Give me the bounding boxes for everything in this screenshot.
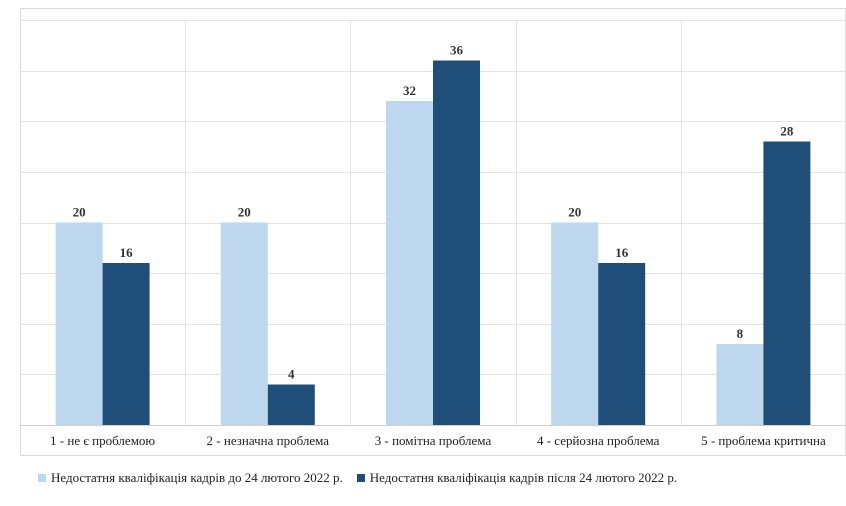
x-tick-label: 4 - серйозна проблема — [537, 433, 660, 448]
legend: Недостатня кваліфікація кадрів до 24 лют… — [38, 470, 691, 486]
legend-label-before: Недостатня кваліфікація кадрів до 24 лют… — [51, 470, 343, 485]
data-label: 16 — [120, 245, 134, 260]
legend-swatch-after — [356, 474, 365, 482]
bar-before — [386, 101, 433, 425]
legend-label-after: Недостатня кваліфікація кадрів після 24 … — [369, 470, 678, 485]
data-label: 20 — [568, 205, 581, 220]
x-tick-label: 3 - помітна проблема — [375, 433, 492, 448]
data-label: 20 — [73, 205, 86, 220]
data-label: 20 — [238, 205, 251, 220]
bar-after — [267, 384, 315, 425]
legend-item-before: Недостатня кваліфікація кадрів до 24 лют… — [38, 470, 343, 486]
bar-before — [716, 344, 764, 425]
bar-after — [763, 141, 811, 425]
x-tick-label: 5 - проблема критична — [701, 433, 826, 448]
bar-after — [433, 60, 480, 425]
data-label: 36 — [450, 43, 464, 58]
legend-item-after: Недостатня кваліфікація кадрів після 24 … — [356, 470, 678, 486]
data-label: 16 — [615, 245, 629, 260]
legend-swatch-before — [38, 474, 46, 482]
x-tick-label: 2 - незначна проблема — [207, 433, 330, 448]
bar-after — [598, 263, 646, 425]
bar-before — [220, 222, 268, 425]
x-tick-label: 1 - не є проблемою — [50, 433, 155, 448]
bar-after — [102, 263, 150, 425]
data-label: 8 — [737, 326, 744, 341]
data-label: 4 — [288, 367, 295, 382]
bar-before — [551, 222, 599, 425]
data-label: 28 — [780, 124, 794, 139]
data-label: 32 — [403, 83, 416, 98]
bar-before — [55, 222, 103, 425]
